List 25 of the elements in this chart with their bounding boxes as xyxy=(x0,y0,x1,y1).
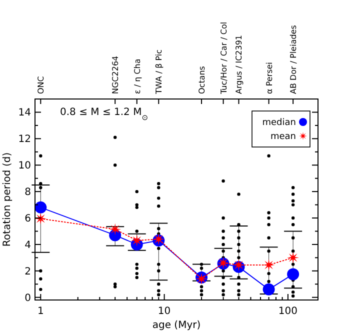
y-axis-title: Rotation period (d) xyxy=(2,152,13,247)
x-tick-label: 1 xyxy=(37,306,44,317)
annotation: TWA / β Pic xyxy=(154,49,164,95)
annotation: NGC2264 xyxy=(111,56,120,94)
x-axis-title: age (Myr) xyxy=(152,320,201,331)
x-tick-label: 100 xyxy=(278,306,298,317)
annotation: α Persei xyxy=(264,62,274,94)
y-tick-label: 8 xyxy=(24,187,31,198)
y-tick-label: 2 xyxy=(24,266,31,278)
x-tick-label: 10 xyxy=(158,306,171,317)
annotation: AB Dor / Pleiades xyxy=(289,25,298,94)
y-tick-label: 12 xyxy=(18,134,31,146)
annotation: Argus / IC2391 xyxy=(234,34,244,94)
annotation: Tuc/Hor / Car / Col xyxy=(219,22,228,95)
y-tick-label: 0 xyxy=(24,292,31,304)
legend-label: mean xyxy=(270,132,296,142)
y-tick-label: 14 xyxy=(18,108,31,119)
annotation: ε / η Cha xyxy=(132,58,142,94)
y-tick-label: 10 xyxy=(18,160,31,172)
legend-label: median xyxy=(262,118,296,128)
y-tick-label: 6 xyxy=(24,214,31,225)
y-tick-label: 4 xyxy=(24,240,31,251)
annotation: ONC xyxy=(36,76,46,94)
annotation: 0.8 ≤ M ≤ 1.2 M$_{⊙}$ xyxy=(60,107,148,122)
annotation: Octans xyxy=(198,66,207,94)
